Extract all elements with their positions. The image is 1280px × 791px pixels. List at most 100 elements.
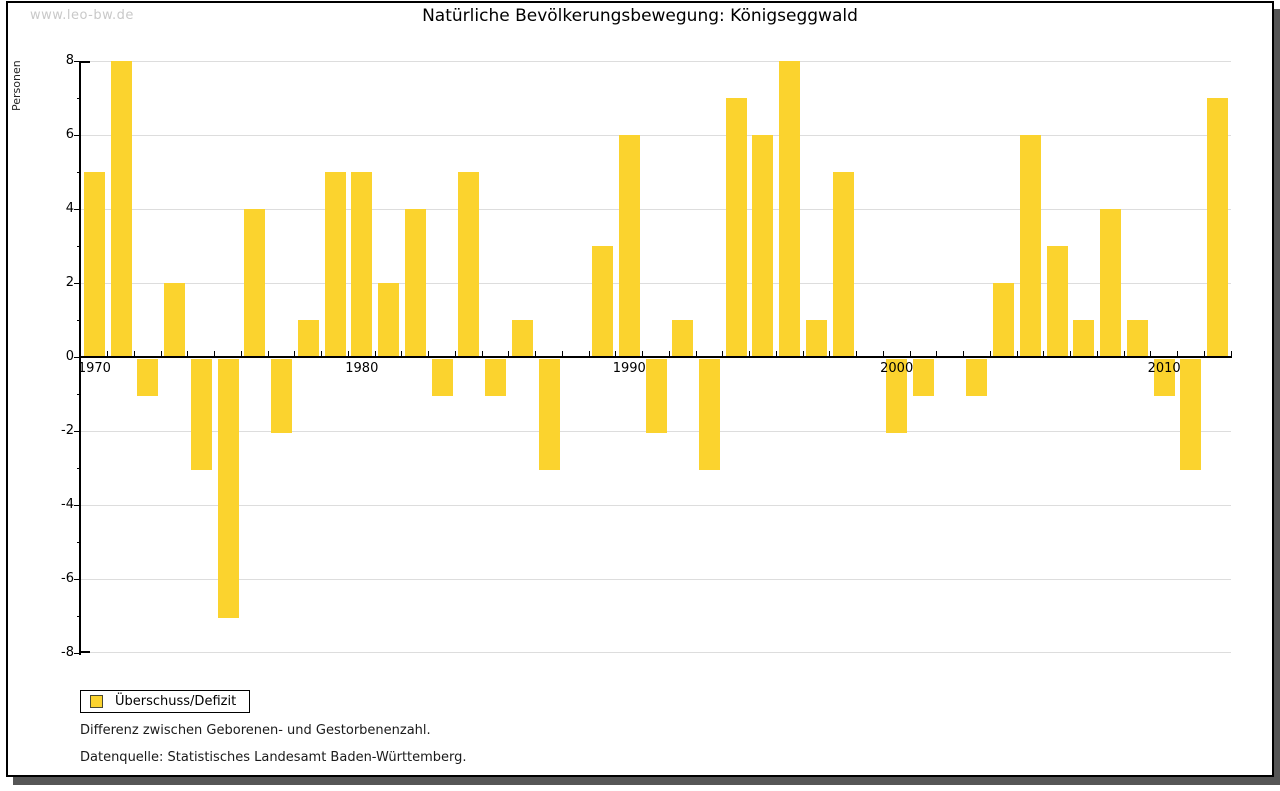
bar-1996	[779, 61, 801, 357]
x-tick	[1203, 351, 1205, 358]
y-tick-label--8: -8	[61, 645, 74, 660]
x-tick	[107, 351, 109, 358]
bar-1977	[271, 359, 293, 433]
bar-1990	[618, 135, 640, 357]
x-tick	[668, 351, 670, 358]
x-tick	[1123, 351, 1125, 358]
bar-1993	[698, 359, 720, 470]
bar-1983	[431, 359, 453, 396]
x-tick-label-1980: 1980	[345, 361, 379, 376]
x-tick	[802, 351, 804, 358]
x-tick	[508, 351, 510, 358]
x-tick	[294, 351, 296, 358]
bar-1975	[217, 359, 239, 618]
y-tick-label-6: 6	[65, 127, 74, 142]
y-tick-7	[77, 97, 81, 99]
bar-2012	[1207, 98, 1229, 357]
bar-2006	[1046, 246, 1068, 357]
legend-label: Überschuss/Defizit	[115, 694, 237, 709]
y-tick-label-2: 2	[65, 275, 74, 290]
plot-area	[81, 61, 1232, 653]
bar-1997	[805, 320, 827, 357]
bar-1973	[164, 283, 186, 357]
y-tick--4	[74, 504, 81, 506]
y-axis-label: Personen	[10, 60, 23, 111]
y-tick-label--4: -4	[61, 497, 74, 512]
gridline--6	[81, 579, 1231, 580]
x-tick	[428, 351, 430, 358]
x-tick	[909, 351, 911, 358]
gridline--8	[81, 652, 1231, 653]
x-tick	[160, 351, 162, 358]
x-tick	[535, 351, 537, 358]
x-tick	[1150, 351, 1152, 358]
bar-2007	[1073, 320, 1095, 357]
bar-1987	[538, 359, 560, 470]
x-tick	[267, 351, 269, 358]
footnote-definition: Differenz zwischen Geborenen- und Gestor…	[80, 723, 431, 738]
bar-1995	[752, 135, 774, 357]
bar-2005	[1019, 135, 1041, 357]
y-tick-label-8: 8	[65, 53, 74, 68]
axis-corner-bottom	[81, 651, 90, 653]
bar-1982	[404, 209, 426, 357]
x-tick	[749, 351, 751, 358]
chart-page: www.leo-bw.de Natürliche Bevölkerungsbew…	[6, 1, 1274, 777]
bar-1970	[83, 172, 105, 357]
x-tick	[989, 351, 991, 358]
bar-1986	[511, 320, 533, 357]
x-tick	[695, 351, 697, 358]
x-tick	[1016, 351, 1018, 358]
footnote-source: Datenquelle: Statistisches Landesamt Bad…	[80, 750, 467, 765]
bar-2000	[886, 359, 908, 433]
x-tick	[187, 351, 189, 358]
x-tick	[214, 351, 216, 358]
x-tick	[963, 351, 965, 358]
x-tick	[133, 351, 135, 358]
x-tick	[454, 351, 456, 358]
bar-1984	[458, 172, 480, 357]
bar-2001	[912, 359, 934, 396]
y-tick-5	[77, 171, 81, 173]
y-tick--1	[77, 393, 81, 395]
gridline-2	[81, 283, 1231, 284]
x-tick-label-1970: 1970	[77, 361, 111, 376]
bar-1985	[485, 359, 507, 396]
y-tick-label--2: -2	[61, 423, 74, 438]
bar-2009	[1126, 320, 1148, 357]
x-tick-label-1990: 1990	[612, 361, 646, 376]
x-tick	[1043, 351, 1045, 358]
x-tick	[588, 351, 590, 358]
x-tick	[775, 351, 777, 358]
x-tick	[829, 351, 831, 358]
chart-title: Natürliche Bevölkerungsbewegung: Königse…	[422, 6, 858, 26]
gridline--4	[81, 505, 1231, 506]
x-tick	[240, 351, 242, 358]
y-tick-4	[74, 208, 81, 210]
bar-1976	[244, 209, 266, 357]
axis-corner-top	[81, 61, 90, 63]
y-tick--5	[77, 541, 81, 543]
bar-2004	[993, 283, 1015, 357]
y-tick--7	[77, 615, 81, 617]
x-tick	[1096, 351, 1098, 358]
bar-1981	[378, 283, 400, 357]
y-tick-label-0: 0	[65, 349, 74, 364]
bar-2010	[1153, 359, 1175, 396]
y-tick-6	[74, 134, 81, 136]
bar-2008	[1100, 209, 1122, 357]
y-axis-line	[79, 61, 81, 655]
y-tick-0	[74, 356, 81, 358]
gridline-8	[81, 61, 1231, 62]
bar-1992	[672, 320, 694, 357]
bar-1980	[351, 172, 373, 357]
bar-1994	[725, 98, 747, 357]
bar-1978	[297, 320, 319, 357]
x-tick	[856, 351, 858, 358]
x-tick	[374, 351, 376, 358]
x-tick	[1177, 351, 1178, 358]
y-tick-label--6: -6	[61, 571, 74, 586]
gridline-4	[81, 209, 1231, 210]
bar-1971	[110, 61, 132, 357]
y-tick-3	[77, 245, 81, 247]
